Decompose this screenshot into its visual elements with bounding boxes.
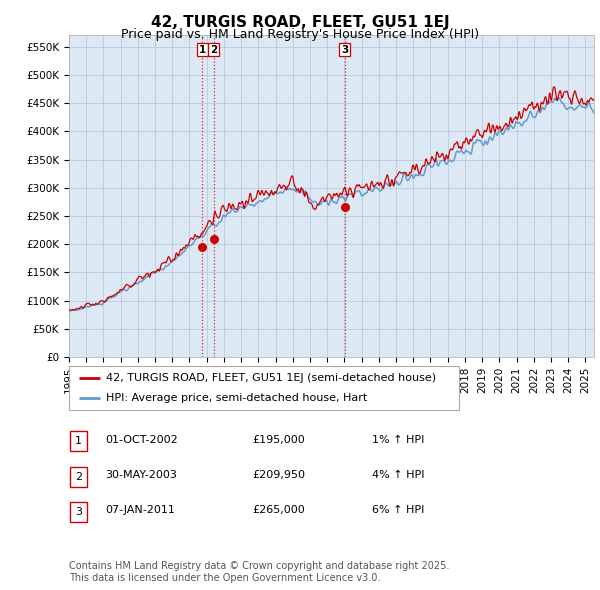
Text: HPI: Average price, semi-detached house, Hart: HPI: Average price, semi-detached house,… — [106, 393, 367, 403]
Text: £195,000: £195,000 — [252, 435, 305, 444]
FancyBboxPatch shape — [70, 502, 87, 522]
Text: Price paid vs. HM Land Registry's House Price Index (HPI): Price paid vs. HM Land Registry's House … — [121, 28, 479, 41]
Text: 3: 3 — [75, 507, 82, 517]
Text: 4% ↑ HPI: 4% ↑ HPI — [372, 470, 425, 480]
Text: £265,000: £265,000 — [252, 506, 305, 515]
Text: 1: 1 — [75, 437, 82, 446]
Text: Contains HM Land Registry data © Crown copyright and database right 2025.
This d: Contains HM Land Registry data © Crown c… — [69, 561, 449, 583]
Text: 2: 2 — [211, 44, 218, 54]
Point — [340, 203, 350, 212]
FancyBboxPatch shape — [69, 366, 459, 410]
Text: 2: 2 — [75, 472, 82, 481]
Text: 1: 1 — [199, 44, 206, 54]
Text: 07-JAN-2011: 07-JAN-2011 — [105, 506, 175, 515]
Text: 6% ↑ HPI: 6% ↑ HPI — [372, 506, 424, 515]
Point — [209, 234, 219, 243]
Text: 01-OCT-2002: 01-OCT-2002 — [105, 435, 178, 444]
Point — [197, 242, 207, 252]
Text: 42, TURGIS ROAD, FLEET, GU51 1EJ: 42, TURGIS ROAD, FLEET, GU51 1EJ — [151, 15, 449, 30]
FancyBboxPatch shape — [70, 467, 87, 487]
Text: 30-MAY-2003: 30-MAY-2003 — [105, 470, 177, 480]
FancyBboxPatch shape — [70, 431, 87, 451]
Text: 1% ↑ HPI: 1% ↑ HPI — [372, 435, 424, 444]
Text: 3: 3 — [341, 44, 349, 54]
Text: 42, TURGIS ROAD, FLEET, GU51 1EJ (semi-detached house): 42, TURGIS ROAD, FLEET, GU51 1EJ (semi-d… — [106, 373, 436, 383]
Text: £209,950: £209,950 — [252, 470, 305, 480]
